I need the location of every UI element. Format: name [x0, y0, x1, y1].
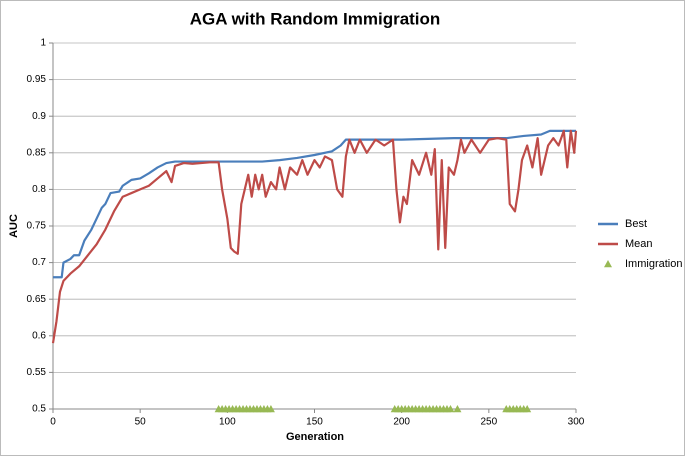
y-tick-label: 1 — [40, 38, 46, 49]
x-tick-label: 250 — [480, 417, 497, 428]
scatter-point — [453, 405, 462, 413]
series-line — [53, 129, 576, 279]
x-axis-title: Generation — [286, 431, 344, 443]
legend-label: Immigration — [625, 258, 682, 270]
y-tick-label: 0.5 — [32, 404, 46, 415]
legend-symbol — [604, 260, 612, 268]
y-tick-label: 0.65 — [27, 294, 47, 305]
legend-label: Mean — [625, 238, 653, 250]
x-tick-label: 300 — [568, 417, 585, 428]
y-tick-label: 0.9 — [32, 111, 46, 122]
y-tick-label: 0.8 — [32, 184, 46, 195]
legend-label: Best — [625, 218, 647, 230]
series-line — [51, 129, 578, 344]
x-tick-label: 50 — [135, 417, 147, 428]
y-tick-label: 0.95 — [27, 74, 47, 85]
scatter-point — [446, 405, 455, 413]
y-tick-label: 0.75 — [27, 221, 47, 232]
y-tick-label: 0.55 — [27, 367, 47, 378]
scatter-point — [266, 405, 275, 413]
chart-title: AGA with Random Immigration — [190, 9, 441, 28]
x-tick-label: 200 — [393, 417, 410, 428]
scatter-point — [523, 405, 532, 413]
y-tick-label: 0.85 — [27, 147, 47, 158]
y-axis-title: AUC — [8, 214, 20, 238]
x-tick-label: 0 — [50, 417, 56, 428]
y-tick-label: 0.7 — [32, 257, 46, 268]
x-tick-label: 150 — [306, 417, 323, 428]
y-tick-label: 0.6 — [32, 330, 46, 341]
x-tick-label: 100 — [219, 417, 236, 428]
